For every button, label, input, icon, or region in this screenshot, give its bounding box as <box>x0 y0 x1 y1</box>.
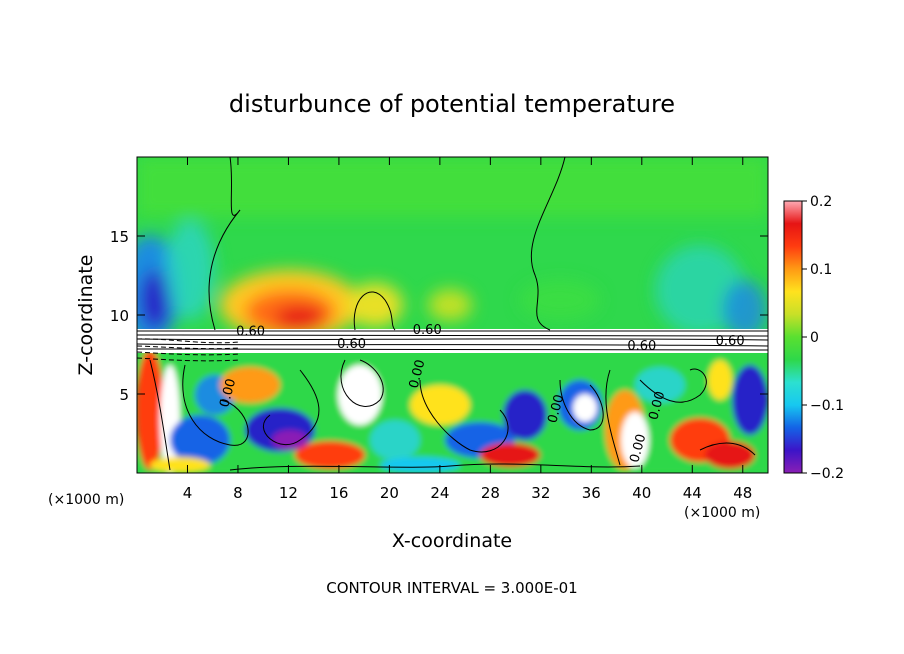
contour-label: 0.60 <box>337 337 366 352</box>
colorbar-tick-label: −0.2 <box>810 466 844 482</box>
contour-label: 0.00 <box>627 432 649 464</box>
y-tick-label: 5 <box>119 386 129 404</box>
x-tick-label: 44 <box>683 484 702 502</box>
x-tick-label: 4 <box>183 484 193 502</box>
colorbar-tick-label: 0 <box>810 330 819 346</box>
x-tick-label: 20 <box>380 484 399 502</box>
x-tick-label: 36 <box>582 484 601 502</box>
x-tick-label: 24 <box>430 484 449 502</box>
x-axis-unit-right: (×1000 m) <box>684 505 760 521</box>
contour-label: 0.00 <box>545 393 567 425</box>
upper-field <box>137 157 768 345</box>
contour-label: 0.00 <box>407 358 429 390</box>
x-tick-label: 12 <box>279 484 298 502</box>
colorbar-tick-label: −0.1 <box>810 398 844 414</box>
y-tick-label: 15 <box>110 228 129 246</box>
heatmap-field: 0.60 0.60 0.60 0.60 0.60 0.00 0.00 0.00 0.00 0.00 <box>137 157 768 473</box>
contour-interval-note: CONTOUR INTERVAL = 3.000E-01 <box>326 579 577 597</box>
colorbar-tick-label: 0.2 <box>810 194 832 210</box>
x-axis: 4 8 12 16 20 24 28 32 36 40 44 48 <box>183 157 752 502</box>
contour-labels: 0.60 0.60 0.60 0.60 0.60 0.00 0.00 0.00 0.00 0.00 <box>217 323 744 464</box>
x-tick-label: 28 <box>481 484 500 502</box>
contour-label: 0.60 <box>627 339 656 354</box>
x-axis-label: X-coordinate <box>392 530 512 552</box>
contour-label: 0.00 <box>217 377 239 409</box>
contour-label: 0.00 <box>646 390 668 422</box>
chart-title: disturbunce of potential temperature <box>229 90 675 118</box>
x-tick-label: 48 <box>733 484 752 502</box>
lower-field <box>137 345 768 473</box>
colorbar-ticks: 0.2 0.1 0 −0.1 −0.2 <box>802 194 844 482</box>
x-tick-label: 16 <box>329 484 348 502</box>
colorbar-tick-label: 0.1 <box>810 262 832 278</box>
x-tick-label: 8 <box>233 484 243 502</box>
x-tick-label: 40 <box>632 484 651 502</box>
colorbar: 0.2 0.1 0 −0.1 −0.2 <box>783 194 844 482</box>
y-axis-label: Z-coordinate <box>75 255 97 376</box>
y-tick-label: 10 <box>110 307 129 325</box>
contour-label: 0.60 <box>413 323 442 338</box>
contour-lines <box>137 157 768 471</box>
colorbar-bar <box>783 200 803 474</box>
x-tick-label: 32 <box>531 484 550 502</box>
contour-label: 0.60 <box>716 334 745 349</box>
y-axis: 5 10 15 <box>110 228 768 404</box>
x-axis-unit-left: (×1000 m) <box>48 492 124 508</box>
contour-label: 0.60 <box>236 325 265 340</box>
